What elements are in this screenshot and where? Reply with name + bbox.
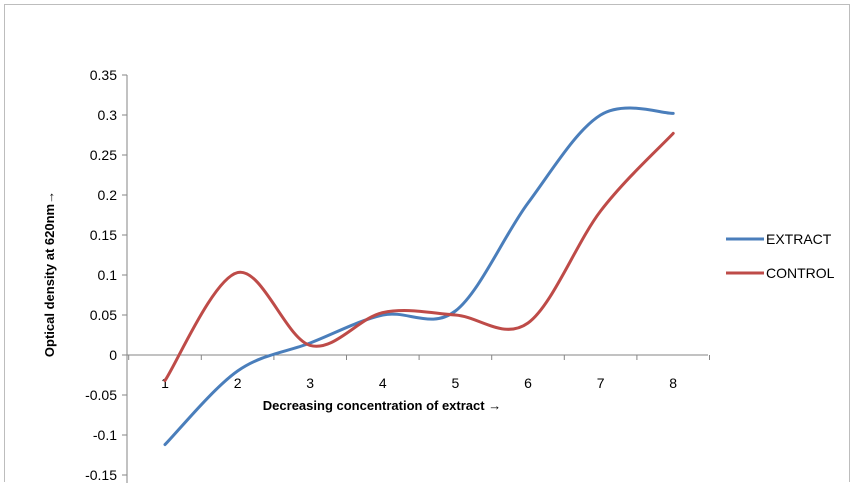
- x-axis-title: Decreasing concentration of extract →: [263, 398, 501, 413]
- x-tick-label: 5: [452, 375, 460, 391]
- series-lines: [163, 106, 675, 447]
- y-tick-label: 0.05: [90, 307, 117, 323]
- legend-label-extract: EXTRACT: [766, 231, 832, 247]
- y-tick-label: 0.3: [98, 107, 118, 123]
- legend: EXTRACT CONTROL: [726, 231, 835, 281]
- y-tick-label: -0.05: [85, 387, 117, 403]
- x-tick-label: 8: [669, 375, 677, 391]
- y-axis-title: Optical density at 620nm→: [42, 191, 57, 357]
- legend-label-control: CONTROL: [766, 265, 835, 281]
- y-tick-label: 0.1: [98, 267, 118, 283]
- x-tick-label: 7: [597, 375, 605, 391]
- series-line-control: [163, 131, 675, 383]
- y-tick-label: -0.1: [93, 427, 117, 443]
- x-tick-label: 3: [306, 375, 314, 391]
- y-tick-label: 0: [109, 347, 117, 363]
- y-tick-label: 0.35: [90, 67, 117, 83]
- y-tick-label: 0.2: [98, 187, 118, 203]
- x-axis-ticks: 1 2 3 4 5 6 7 8: [128, 355, 710, 391]
- y-tick-label: 0.25: [90, 147, 117, 163]
- x-tick-label: 4: [379, 375, 387, 391]
- series-line-extract: [163, 106, 675, 447]
- x-tick-label: 2: [234, 375, 242, 391]
- y-tick-label: 0.15: [90, 227, 117, 243]
- x-tick-label: 6: [524, 375, 532, 391]
- x-tick-label: 1: [161, 375, 169, 391]
- axes: [126, 75, 708, 483]
- y-axis-ticks: 0.35 0.3 0.25 0.2 0.15 0.1 0.05 0 -0.05 -0.1 -0.15: [85, 67, 127, 483]
- y-tick-label: -0.15: [85, 467, 117, 483]
- chart-frame: [4, 4, 850, 482]
